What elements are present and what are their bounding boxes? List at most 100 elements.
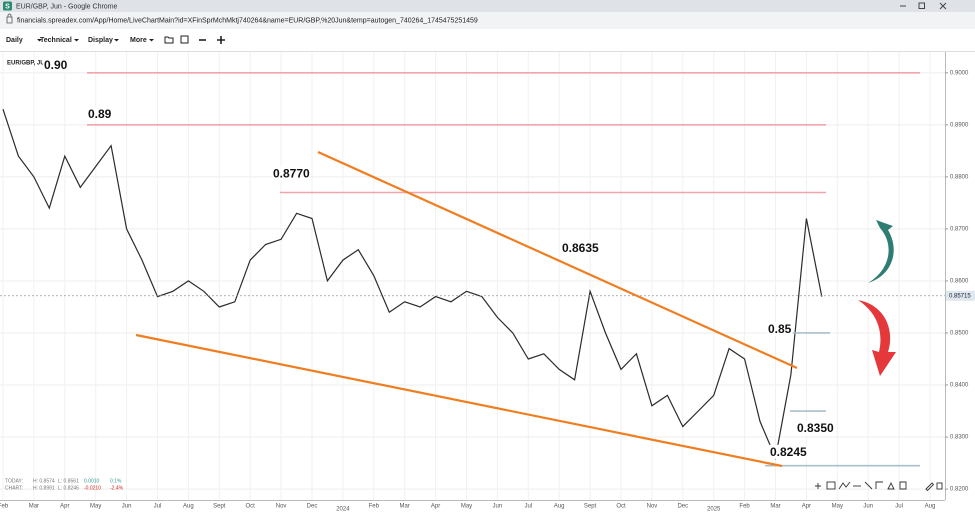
level-label: 0.90 (44, 58, 68, 72)
annotation-background (561, 240, 601, 255)
site-info-icon[interactable] (6, 13, 13, 24)
stat-text: 0.1% (110, 478, 122, 484)
tool-line[interactable] (864, 481, 873, 490)
x-tick-label: Dec (307, 504, 318, 510)
stat-text: CHART: (5, 485, 23, 491)
zoom-in-button[interactable] (217, 36, 225, 44)
x-tick-label: Jun (493, 504, 503, 510)
url[interactable]: financials.spreadex.com/App/Home/LiveCha… (17, 17, 478, 24)
menu-technical[interactable]: Technical (40, 37, 72, 44)
drawing-tools (815, 481, 943, 492)
level-label: 0.85 (768, 322, 792, 336)
dropdown-arrow (149, 39, 154, 42)
tool-fib[interactable] (875, 481, 883, 489)
chart: 0.9000 0.8900 0.8800 0.8700 0.8600 0.8500 0.84… (0, 52, 975, 513)
x-tick-label: Feb (0, 504, 9, 510)
level-label: 0.8770 (273, 167, 310, 181)
tool-table[interactable] (826, 481, 836, 490)
save-icon[interactable] (180, 35, 189, 44)
last-price-box (946, 290, 975, 301)
x-tick-label: Nov (276, 504, 287, 510)
x-year-label: 2025 (707, 507, 721, 513)
app-icon-letter: S (5, 3, 10, 10)
lower-trend-line (135, 333, 783, 468)
down-arrow (858, 300, 896, 376)
x-tick-label: Jul (154, 504, 162, 510)
x-tick-label: May (832, 504, 843, 510)
tool-crosshair[interactable] (815, 483, 821, 489)
level-label: 0.8350 (797, 421, 834, 435)
last-price-label: 0.85715 (949, 293, 971, 299)
x-tick-label: Aug (925, 504, 936, 510)
window-title: EUR/GBP, Jun - Google Chrome (16, 3, 118, 10)
x-tick-label: Sept (584, 504, 597, 510)
menu-more[interactable]: More (130, 37, 147, 44)
toolbar-menus-visible: Technical Display More (40, 37, 154, 44)
drawings (135, 150, 896, 468)
stat-text: H: 0.8574 (33, 478, 55, 484)
y-tick-label: 0.8900 (950, 122, 969, 128)
tool-text[interactable] (899, 481, 907, 490)
toolbar (0, 29, 975, 52)
stat-text: L: 0.8246 (58, 485, 79, 491)
x-tick-label: Apr (802, 504, 811, 510)
chart-overlay: 0.90 0.89 0.8770 0.85 0.8350 0.8245 0.8635 TODA… (5, 57, 920, 491)
address-bar (0, 12, 975, 29)
y-tick-label: 0.8600 (950, 279, 969, 285)
toolbar-menus: Daily Technical (6, 37, 42, 44)
level-label-background (769, 444, 809, 459)
level-label-background (43, 57, 69, 72)
x-tick-label: Feb (739, 504, 750, 510)
menu-display[interactable]: Display (88, 37, 113, 44)
dropdown-arrow (37, 39, 42, 42)
chart-background (0, 52, 975, 513)
title-bar (0, 0, 975, 12)
x-tick-label: Aug (554, 504, 565, 510)
x-tick-label: Aug (183, 504, 194, 510)
stat-text: H: 0.8991 (33, 485, 55, 491)
dropdown-arrow (74, 39, 79, 42)
y-tick-label: 0.9000 (950, 70, 969, 76)
x-tick-label: May (461, 504, 472, 510)
maximize-button[interactable] (918, 2, 925, 9)
chart-title: EUR/GBP, JU (7, 61, 45, 67)
x-tick-label: Oct (616, 504, 626, 510)
close-button[interactable] (939, 2, 947, 10)
x-tick-label: Mar (400, 504, 410, 510)
x-tick-label: Jun (863, 504, 873, 510)
stat-text: TODAY: (5, 478, 23, 484)
x-tick-label: Mar (770, 504, 780, 510)
tool-shape[interactable] (887, 481, 895, 490)
x-tick-label: Oct (246, 504, 256, 510)
y-tick-label: 0.8700 (950, 226, 969, 232)
tool-delete[interactable] (936, 482, 943, 490)
up-arrow (868, 220, 894, 283)
menu-daily[interactable]: Daily (6, 37, 23, 44)
annotation-label: 0.8635 (562, 241, 599, 255)
level-label-background (87, 107, 113, 122)
open-icon[interactable] (164, 36, 174, 44)
x-tick-label: May (90, 504, 101, 510)
x-year-label: 2024 (336, 507, 350, 513)
tool-pen[interactable] (925, 482, 935, 492)
x-tick-label: Feb (369, 504, 380, 510)
x-tick-label: Apr (60, 504, 69, 510)
price-line (2, 109, 823, 460)
y-tick-label: 0.8200 (950, 487, 969, 493)
app-icon (3, 1, 12, 11)
tool-trend[interactable] (838, 481, 851, 490)
x-tick-label: Sept (213, 504, 226, 510)
stat-text: -0.0210 (84, 485, 101, 491)
x-tick-label: Nov (647, 504, 658, 510)
y-tick-label: 0.8400 (950, 383, 969, 389)
window-controls[interactable] (900, 2, 947, 10)
level-label: 0.8245 (770, 445, 807, 459)
y-tick-label: 0.8300 (950, 435, 969, 441)
x-tick-label: Mar (29, 504, 39, 510)
level-label-background (796, 421, 836, 436)
x-tick-label: Jun (122, 504, 132, 510)
y-tick-label: 0.8500 (950, 331, 969, 337)
level-label-background (767, 322, 793, 337)
